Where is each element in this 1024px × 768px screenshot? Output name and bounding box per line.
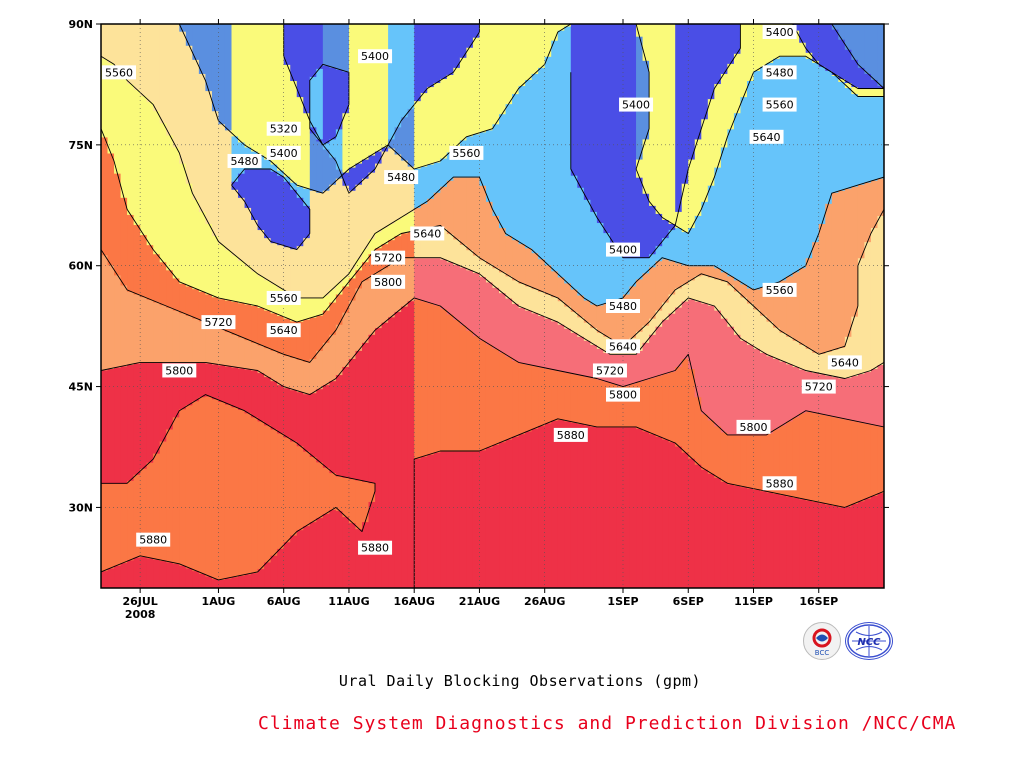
contour-label-4: 5400 bbox=[358, 49, 393, 64]
contour-label-26: 5640 bbox=[749, 129, 784, 144]
contour-label-23: 5400 bbox=[762, 25, 797, 39]
x-tick-label-1: 1AUG bbox=[202, 595, 236, 608]
contour-5400-6 bbox=[231, 24, 884, 259]
contour-label-text-10: 5560 bbox=[270, 292, 298, 305]
y-tick-label-0: 30N bbox=[68, 501, 93, 514]
contour-label-22: 5400 bbox=[619, 97, 654, 112]
contour-5800-1 bbox=[101, 297, 884, 436]
contour-label-5: 5480 bbox=[384, 170, 419, 185]
contour-label-13: 5800 bbox=[162, 363, 197, 378]
contour-label-text-12: 5720 bbox=[204, 316, 232, 329]
contour-label-21: 5400 bbox=[606, 242, 640, 257]
contour-label-text-16: 5880 bbox=[557, 429, 585, 442]
contour-label-text-31: 5880 bbox=[766, 477, 794, 490]
chart-subtitle: Ural Daily Blocking Observations (gpm) bbox=[338, 672, 702, 690]
y-tick-label-3: 75N bbox=[68, 139, 93, 152]
contour-label-7: 5640 bbox=[410, 226, 445, 241]
contour-label-text-27: 5560 bbox=[766, 284, 794, 297]
contour-label-text-3: 5320 bbox=[270, 123, 298, 136]
contour-label-text-20: 5480 bbox=[609, 300, 637, 313]
contour-label-9: 5800 bbox=[371, 274, 406, 289]
contour-label-text-18: 5720 bbox=[596, 364, 624, 377]
contour-5720-2 bbox=[101, 249, 884, 379]
x-tick-label-3: 11AUG bbox=[328, 595, 369, 608]
contour-label-6: 5560 bbox=[449, 145, 484, 160]
contour-label-10: 5560 bbox=[266, 290, 301, 305]
contour-label-text-25: 5560 bbox=[766, 99, 794, 112]
contour-label-text-22: 5400 bbox=[622, 99, 650, 112]
contour-label-8: 5720 bbox=[371, 250, 406, 265]
bcc-logo-icon: BCC bbox=[803, 622, 841, 660]
contour-label-text-11: 5640 bbox=[270, 324, 298, 337]
contour-label-1: 5480 bbox=[227, 153, 262, 168]
contour-label-3: 5320 bbox=[266, 121, 301, 136]
svg-text:NCC: NCC bbox=[857, 637, 881, 648]
x-tick-label-5: 21AUG bbox=[459, 595, 500, 608]
y-tick-label-2: 60N bbox=[68, 260, 93, 273]
contour-label-text-7: 5640 bbox=[413, 227, 441, 240]
contour-label-text-9: 5800 bbox=[374, 276, 402, 289]
x-tick-label-9: 11SEP bbox=[734, 595, 773, 608]
contour-label-15: 5880 bbox=[358, 540, 393, 555]
x-tick-label-7: 1SEP bbox=[607, 595, 638, 608]
x-tick-label-10: 16SEP bbox=[799, 595, 838, 608]
contour-5560-4 bbox=[101, 55, 884, 307]
y-tick-label-4: 90N bbox=[68, 18, 93, 31]
contour-label-text-8: 5720 bbox=[374, 252, 402, 265]
contour-label-text-1: 5480 bbox=[231, 155, 259, 168]
contour-label-12: 5720 bbox=[201, 315, 236, 330]
contour-label-text-0: 5560 bbox=[105, 66, 133, 79]
contour-label-text-13: 5800 bbox=[165, 364, 193, 377]
x-tick-label-4: 16AUG bbox=[393, 595, 434, 608]
contour-label-text-14: 5880 bbox=[139, 534, 167, 547]
contour-label-2: 5400 bbox=[266, 145, 301, 160]
contour-label-16: 5880 bbox=[553, 427, 588, 442]
contour-label-text-17: 5800 bbox=[609, 389, 637, 402]
contour-label-24: 5480 bbox=[762, 65, 797, 80]
x-tick-label-6: 26AUG bbox=[524, 595, 565, 608]
contour-label-17: 5800 bbox=[606, 387, 640, 402]
contour-label-18: 5720 bbox=[592, 363, 627, 378]
contour-5880-0 bbox=[101, 394, 884, 588]
contour-label-text-2: 5400 bbox=[270, 147, 298, 160]
contour-label-text-23: 5400 bbox=[766, 26, 794, 39]
contour-label-25: 5560 bbox=[762, 97, 797, 112]
x-tick-sublabel-0: 2008 bbox=[125, 608, 156, 621]
chart-footer: Climate System Diagnostics and Predictio… bbox=[258, 713, 957, 734]
contour-label-text-30: 5800 bbox=[740, 421, 768, 434]
contour-label-text-24: 5480 bbox=[766, 66, 794, 79]
contour-label-text-4: 5400 bbox=[361, 50, 389, 63]
x-tick-label-8: 6SEP bbox=[673, 595, 704, 608]
contour-label-text-26: 5640 bbox=[753, 131, 781, 144]
x-tick-label-2: 6AUG bbox=[267, 595, 301, 608]
contour-label-text-19: 5640 bbox=[609, 340, 637, 353]
contour-label-text-21: 5400 bbox=[609, 244, 637, 257]
contour-label-20: 5480 bbox=[606, 299, 640, 313]
contour-label-14: 5880 bbox=[136, 532, 171, 547]
contour-label-31: 5880 bbox=[762, 476, 797, 491]
ncc-logo-icon: NCC bbox=[845, 622, 893, 660]
contour-label-19: 5640 bbox=[606, 339, 640, 354]
contour-label-11: 5640 bbox=[266, 323, 301, 338]
svg-text:BCC: BCC bbox=[815, 649, 830, 657]
contour-label-text-5: 5480 bbox=[387, 171, 415, 184]
contour-label-29: 5720 bbox=[801, 379, 836, 394]
x-tick-label-0: 26JUL bbox=[122, 595, 157, 608]
contour-label-27: 5560 bbox=[762, 282, 797, 297]
contour-5640-3 bbox=[101, 128, 884, 355]
contour-label-text-15: 5880 bbox=[361, 542, 389, 555]
contour-label-28: 5640 bbox=[827, 355, 862, 370]
y-tick-label-1: 45N bbox=[68, 381, 93, 394]
plot-frame bbox=[100, 23, 885, 589]
contour-label-text-28: 5640 bbox=[831, 356, 859, 369]
contour-label-text-29: 5720 bbox=[805, 381, 833, 394]
contour-label-text-6: 5560 bbox=[452, 147, 480, 160]
contour-label-0: 5560 bbox=[102, 65, 136, 80]
contour-label-30: 5800 bbox=[736, 419, 771, 434]
contour-5480-5 bbox=[178, 24, 884, 234]
